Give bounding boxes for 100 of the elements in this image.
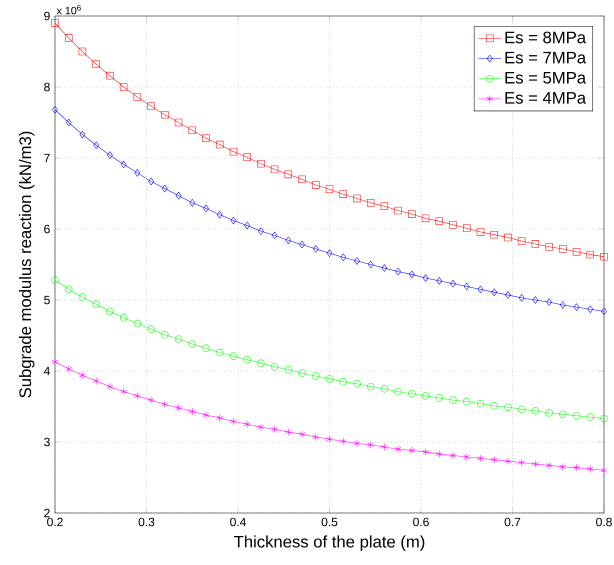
- point: [464, 282, 470, 290]
- point: [518, 294, 525, 302]
- legend-label: Es = 4MPa: [505, 92, 586, 104]
- point: [243, 356, 251, 364]
- point: [285, 236, 292, 244]
- point: [560, 301, 566, 309]
- point: [436, 277, 442, 285]
- point: [134, 392, 141, 400]
- point: [476, 400, 484, 408]
- point: [354, 257, 360, 265]
- point: [394, 206, 402, 214]
- point: [134, 169, 140, 177]
- point: [587, 465, 594, 473]
- point: [532, 296, 538, 304]
- legend-label: Es = 8MPa: [505, 32, 586, 44]
- point: [188, 126, 196, 134]
- point: [380, 202, 388, 210]
- point: [66, 118, 72, 126]
- point: [573, 464, 580, 472]
- point: [450, 452, 456, 460]
- point: [106, 72, 114, 80]
- point: [202, 344, 210, 352]
- point: [51, 19, 59, 27]
- point: [340, 254, 346, 262]
- point: [147, 325, 155, 333]
- text: x 10$^{6}$: [56, 4, 81, 14]
- point: [587, 305, 594, 313]
- point: [490, 456, 498, 464]
- point: [52, 358, 58, 366]
- point: [51, 276, 59, 284]
- point: [312, 181, 320, 189]
- point: [532, 407, 540, 414]
- point: [353, 194, 361, 202]
- point: [271, 425, 278, 433]
- point: [477, 454, 484, 462]
- point: [353, 380, 361, 388]
- point: [408, 446, 416, 454]
- x-tick-label: 0.6: [413, 518, 429, 526]
- point: [284, 366, 292, 374]
- point: [422, 214, 430, 222]
- point: [134, 320, 142, 328]
- point: [64, 34, 72, 42]
- x-tick-label: 0.8: [596, 518, 612, 526]
- point: [78, 48, 86, 56]
- point: [161, 331, 169, 339]
- y-tick-label: 9: [44, 12, 50, 20]
- point: [312, 433, 320, 441]
- point: [174, 335, 182, 343]
- point: [366, 382, 374, 390]
- point: [546, 298, 552, 306]
- point: [532, 460, 539, 468]
- point: [572, 248, 580, 256]
- point: [188, 340, 196, 348]
- point: [449, 221, 457, 228]
- point: [491, 288, 498, 296]
- point: [518, 458, 525, 466]
- point: [258, 227, 264, 235]
- point: [366, 199, 374, 206]
- point: [368, 260, 374, 268]
- point: [463, 398, 470, 406]
- point: [504, 234, 512, 242]
- point: [107, 151, 113, 159]
- point: [216, 348, 224, 356]
- y-tick-label: 4: [44, 366, 50, 376]
- point: [147, 102, 155, 110]
- point: [394, 445, 402, 453]
- point: [436, 217, 444, 225]
- point: [148, 178, 154, 186]
- point: [120, 83, 128, 91]
- point: [52, 106, 58, 114]
- point: [134, 93, 142, 101]
- point: [545, 243, 553, 250]
- point: [257, 160, 265, 168]
- point: [176, 192, 182, 200]
- point: [285, 428, 292, 436]
- y-tick-label: 2: [44, 508, 50, 518]
- x-tick-label: 0.4: [230, 518, 246, 526]
- point: [408, 390, 416, 398]
- point: [381, 443, 388, 451]
- point: [559, 245, 567, 253]
- point: [600, 466, 608, 474]
- point: [106, 382, 114, 390]
- point: [394, 388, 402, 396]
- y-tick-label: 7: [44, 154, 50, 162]
- point: [463, 453, 470, 461]
- point: [339, 190, 347, 198]
- point: [380, 385, 388, 392]
- point: [284, 170, 292, 178]
- point: [92, 377, 100, 385]
- point: [92, 60, 100, 68]
- point: [92, 300, 100, 308]
- point: [120, 160, 126, 168]
- point: [120, 314, 128, 322]
- point: [299, 240, 305, 248]
- point: [422, 448, 429, 456]
- point: [436, 450, 443, 458]
- point: [422, 274, 428, 282]
- point: [574, 303, 580, 311]
- point: [174, 118, 182, 126]
- y-tick-label: 5: [44, 296, 50, 304]
